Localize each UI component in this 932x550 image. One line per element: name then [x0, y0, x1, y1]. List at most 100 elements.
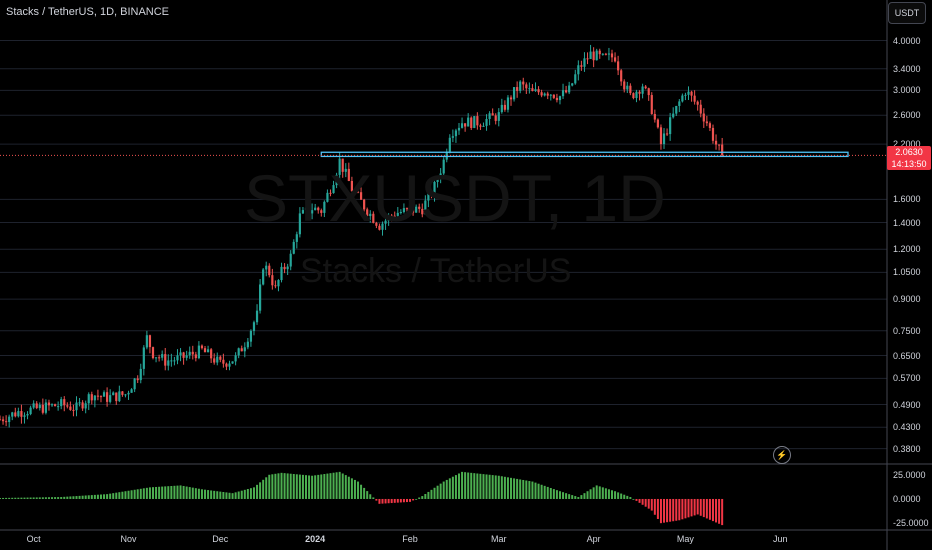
- oscillator-bar: [41, 497, 44, 499]
- candle-body: [656, 119, 659, 128]
- candle-body: [84, 403, 87, 409]
- candle-body: [470, 117, 473, 128]
- oscillator-bar: [656, 498, 659, 519]
- candle-body: [53, 404, 57, 407]
- candle-body: [534, 89, 537, 92]
- oscillator-bar: [604, 488, 607, 499]
- candle-body: [506, 97, 510, 110]
- candle-body: [369, 213, 372, 217]
- candle-body: [191, 351, 194, 355]
- oscillator-bar: [320, 474, 323, 499]
- candle-body: [512, 87, 516, 100]
- candle-body: [415, 206, 418, 213]
- candle-body: [194, 354, 197, 359]
- candle-body: [185, 355, 188, 358]
- oscillator-bar: [458, 473, 460, 499]
- candle-body: [457, 127, 461, 131]
- candle-body: [601, 53, 604, 55]
- oscillator-bar: [399, 498, 402, 503]
- oscillator-bar: [659, 498, 662, 524]
- candle-body: [405, 208, 409, 210]
- candle-body: [439, 173, 442, 180]
- candle-body: [133, 378, 136, 390]
- candle-body: [574, 74, 577, 84]
- time-tick-label: Dec: [212, 534, 229, 544]
- candle-body: [629, 85, 632, 94]
- oscillator-bar: [369, 494, 372, 499]
- candle-body: [479, 125, 482, 127]
- oscillator-bar: [69, 496, 72, 499]
- candle-body: [356, 191, 360, 193]
- candle-body: [613, 57, 617, 62]
- oscillator-bar: [479, 473, 482, 499]
- oscillator-bar: [409, 498, 412, 502]
- oscillator-bar: [531, 481, 534, 499]
- candle-body: [142, 347, 145, 369]
- oscillator-bar: [210, 490, 213, 499]
- candle-body: [684, 94, 687, 96]
- candle-body: [620, 70, 623, 82]
- oscillator-bar: [237, 491, 240, 499]
- candle-body: [659, 127, 663, 145]
- candle-body: [592, 51, 595, 61]
- oscillator-bar: [54, 497, 57, 499]
- oscillator-bar: [549, 488, 552, 499]
- price-tick-label: 2.6000: [893, 110, 921, 121]
- candle-body: [326, 192, 329, 202]
- price-tick-label: 0.4900: [893, 399, 921, 410]
- candle-body: [231, 361, 234, 364]
- oscillator-bar: [690, 498, 693, 517]
- oscillator-bar: [84, 495, 87, 499]
- candle-body: [555, 97, 559, 101]
- oscillator-bar: [641, 498, 644, 505]
- candle-body: [329, 192, 332, 194]
- oscillator-bar: [176, 485, 179, 499]
- oscillator-bar: [442, 481, 445, 499]
- time-tick-label: Feb: [402, 534, 418, 544]
- candle-body: [341, 158, 344, 172]
- oscillator-bar: [678, 498, 681, 521]
- candle-body: [378, 225, 381, 230]
- candle-body: [503, 104, 506, 110]
- oscillator-bar: [568, 494, 571, 499]
- candle-body: [47, 402, 51, 406]
- oscillator-bar: [574, 496, 577, 499]
- oscillator-bar: [280, 472, 283, 499]
- candle-body: [164, 354, 167, 366]
- candle-body: [705, 121, 708, 124]
- candle-body: [99, 396, 103, 398]
- time-tick-label: 2024: [305, 534, 326, 544]
- candle-body: [690, 91, 693, 96]
- candle-body: [17, 411, 20, 417]
- oscillator-bar: [393, 498, 396, 503]
- candle-body: [154, 357, 158, 359]
- candle-body: [617, 61, 620, 71]
- candle-body: [418, 206, 421, 209]
- oscillator-bar: [718, 498, 721, 524]
- oscillator-bar: [155, 486, 158, 499]
- currency-button[interactable]: USDT: [888, 2, 926, 24]
- candle-body: [151, 347, 155, 359]
- oscillator-bar: [638, 498, 641, 503]
- oscillator-bar: [534, 482, 537, 499]
- candle-body: [491, 113, 494, 116]
- oscillator-bar: [121, 491, 124, 499]
- candle-body: [5, 421, 8, 423]
- candle-body: [81, 402, 84, 409]
- candle-body: [176, 355, 179, 361]
- candle-body: [130, 389, 133, 393]
- oscillator-bar: [243, 489, 246, 499]
- candle-body: [714, 140, 718, 145]
- candle-body: [41, 404, 44, 413]
- watermark-ticker: STXUSDT, 1D: [244, 161, 666, 235]
- oscillator-bar: [252, 487, 255, 499]
- oscillator-bar: [390, 498, 393, 504]
- candle-body: [20, 411, 23, 417]
- oscillator-bar: [179, 485, 182, 499]
- candle-body: [552, 94, 555, 98]
- oscillator-bar: [323, 474, 326, 499]
- lightning-icon[interactable]: ⚡: [773, 446, 791, 464]
- candle-body: [589, 51, 592, 59]
- candle-body: [482, 125, 485, 127]
